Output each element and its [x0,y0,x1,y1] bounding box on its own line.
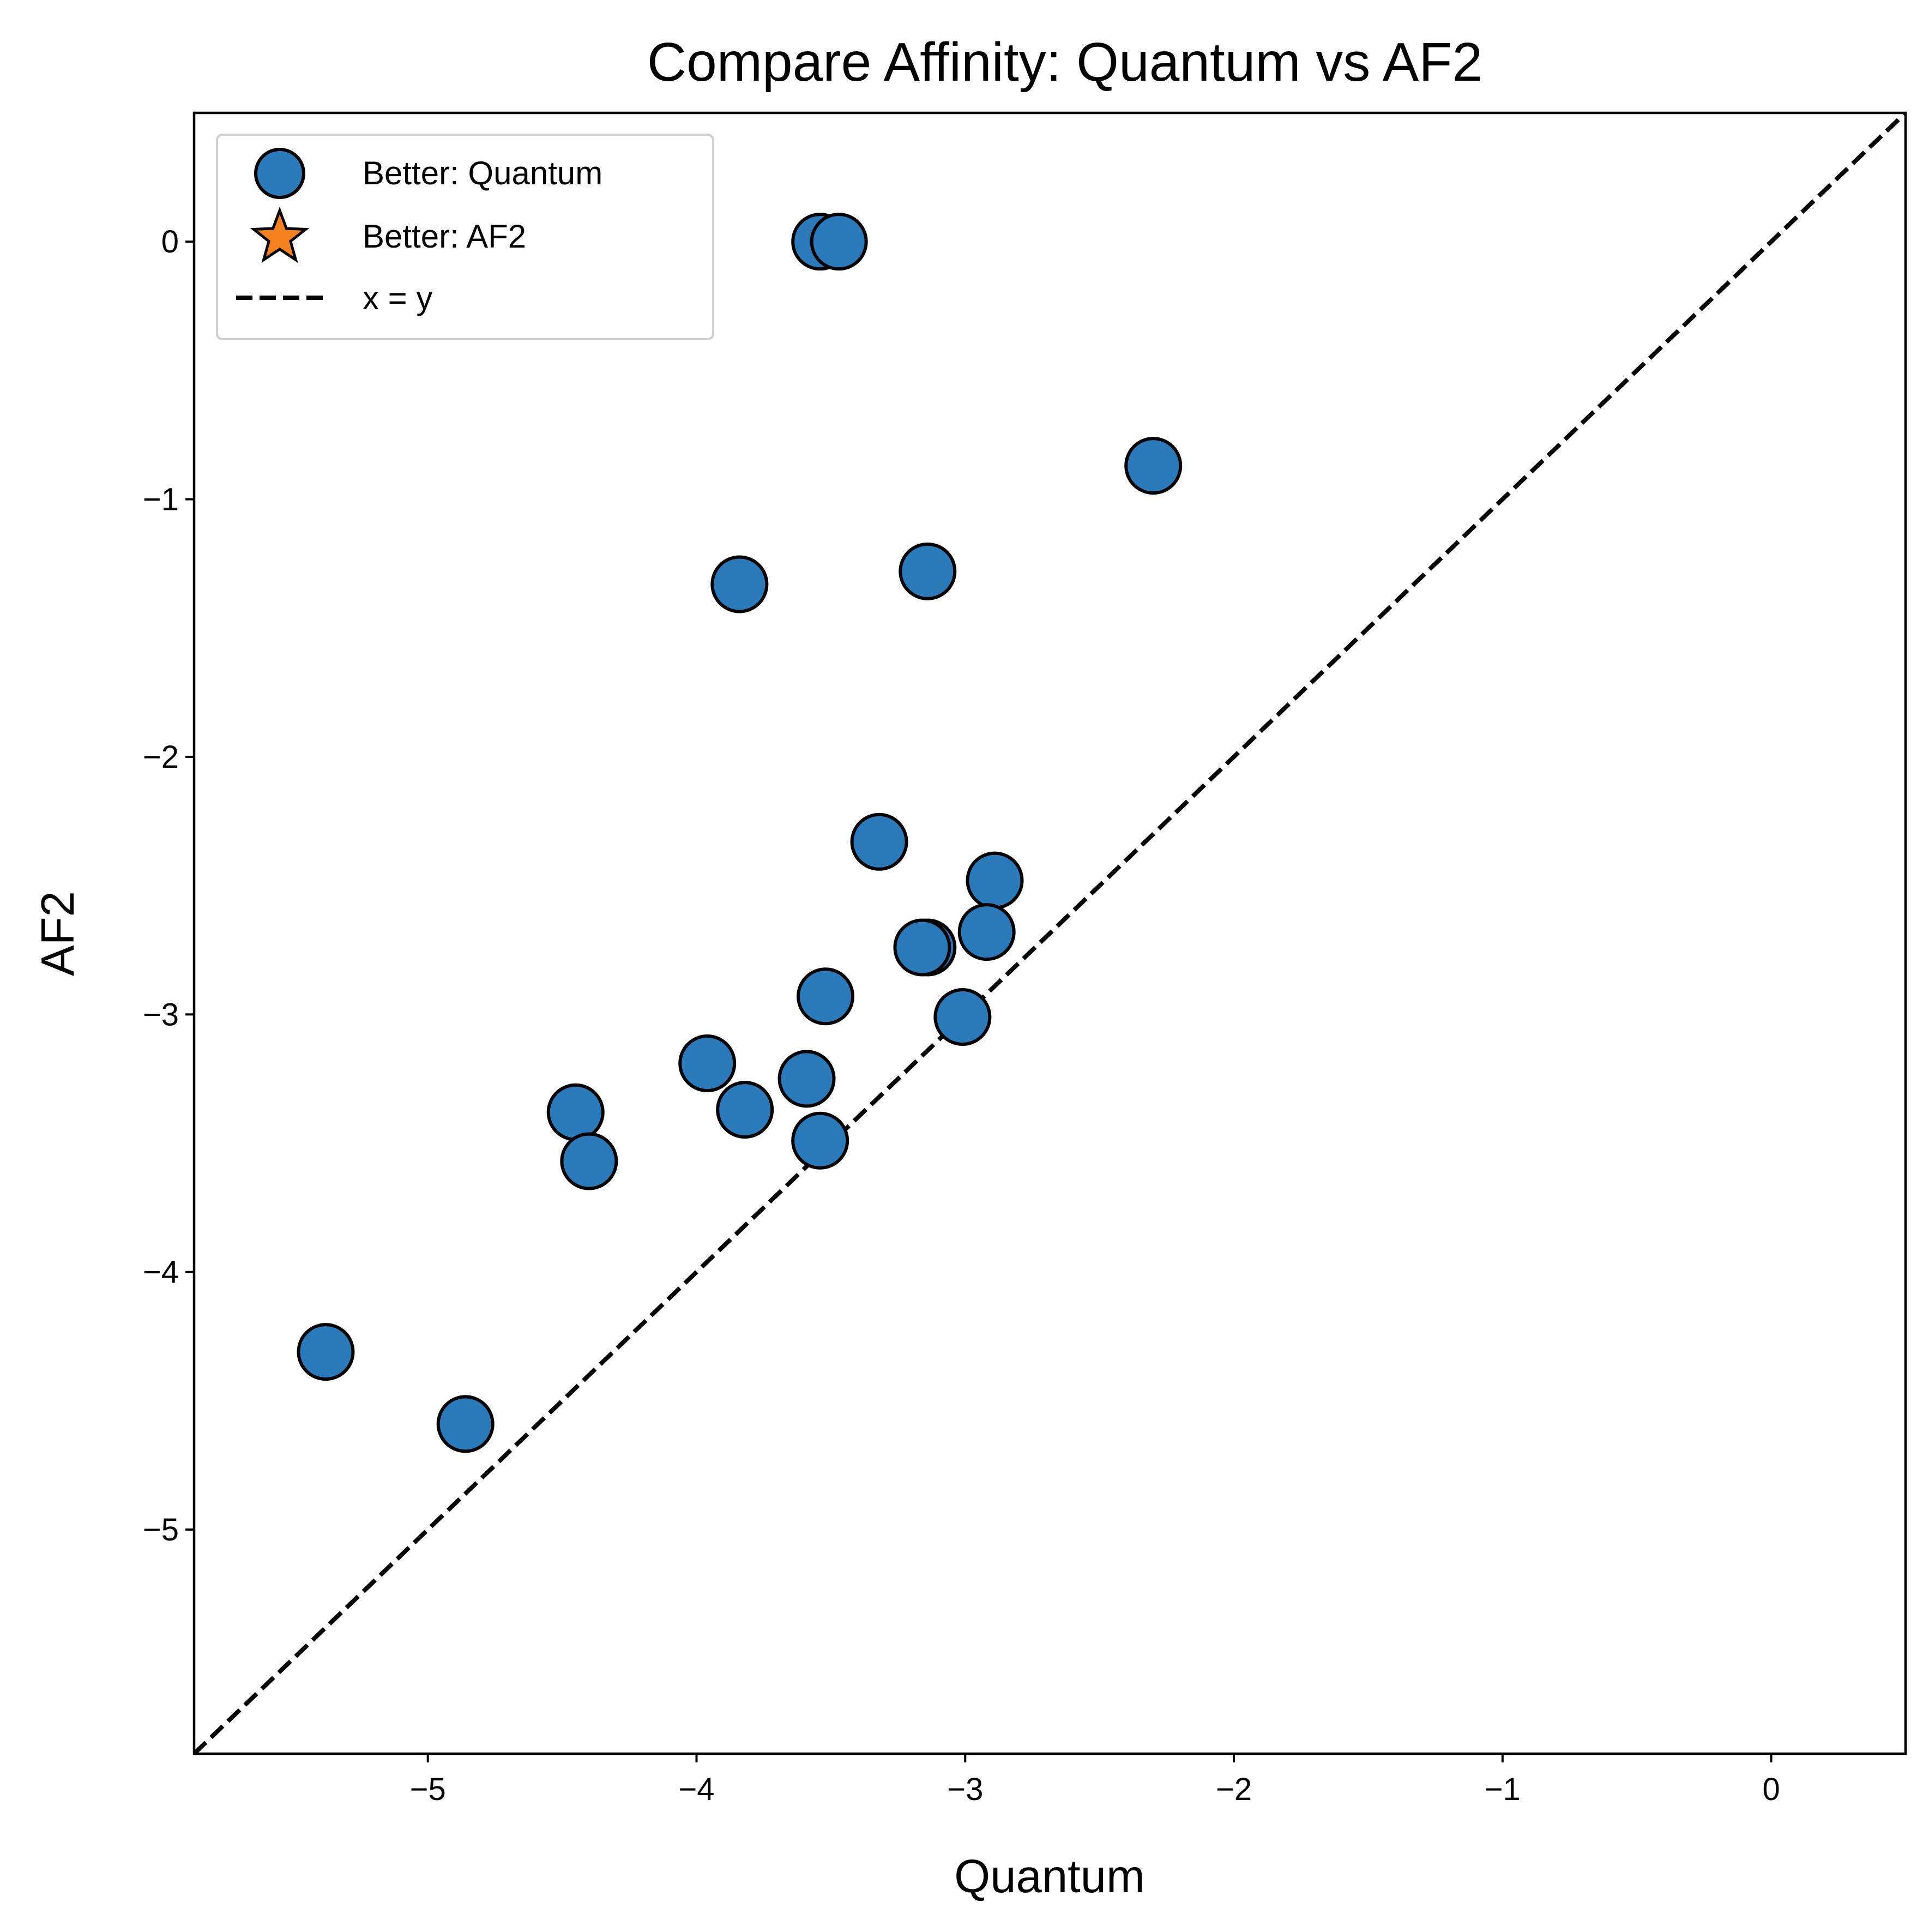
data-point [560,1132,618,1190]
y-tick-label: −2 [143,739,179,775]
y-tick-label: 0 [161,224,179,260]
data-point [810,213,868,271]
y-tick-label: −4 [143,1255,179,1290]
y-tick-label: −3 [143,997,179,1032]
data-point [1124,437,1183,495]
data-point [436,1395,495,1453]
data-point [957,903,1016,961]
data-point [777,1050,836,1108]
legend-label-quantum: Better: Quantum [363,155,602,191]
data-point [678,1034,737,1093]
x-axis-ticks: −5 −4 −3 −2 −1 0 [410,1754,1780,1807]
data-point [791,1111,849,1170]
points-layer [194,113,1906,1754]
plot-area [192,111,1907,1755]
data-point [297,1323,355,1381]
y-tick-label: −5 [143,1512,179,1548]
data-point [546,1083,605,1141]
data-point [797,967,855,1026]
legend-label-xy: x = y [363,280,432,316]
x-tick-label: −1 [1485,1772,1521,1807]
data-point [716,1081,774,1139]
x-tick-label: 0 [1762,1772,1780,1807]
plot-frame [192,111,1907,1755]
data-point [710,555,769,613]
identity-line [194,113,1906,1754]
data-point [850,812,908,871]
y-axis-ticks: 0 −1 −2 −3 −4 −5 [143,224,194,1548]
legend-marker-circle [254,148,305,199]
chart-title: Compare Affinity: Quantum vs AF2 [647,32,1482,93]
y-tick-label: −1 [143,482,179,517]
legend-box [216,134,714,340]
data-point [966,851,1024,910]
x-tick-label: −5 [410,1772,446,1807]
data-point [893,918,951,977]
x-tick-label: −2 [1216,1772,1252,1807]
data-point [899,542,957,600]
legend: Better: Quantum Better: AF2 x = y [216,134,714,340]
x-tick-label: −3 [947,1772,983,1807]
legend-label-af2: Better: AF2 [363,218,526,255]
data-point [933,988,992,1046]
x-tick-label: −4 [678,1772,714,1807]
legend-marker-star [250,206,310,263]
x-axis-label: Quantum [954,1851,1145,1903]
y-axis-label: AF2 [32,891,84,976]
